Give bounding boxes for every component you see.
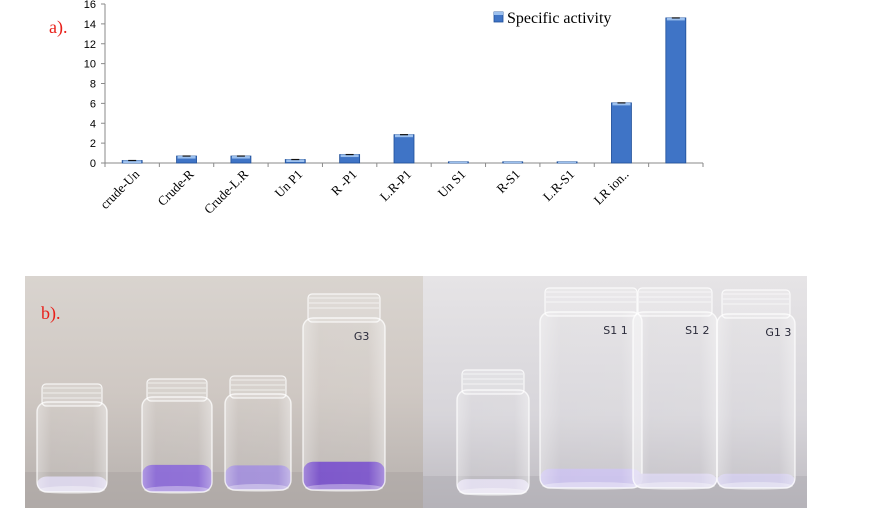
vial-photo: G3 S1 1 S1 2 G1 3 b). (25, 276, 807, 508)
vial-label: S1 2 (685, 324, 709, 337)
x-tick-label: L.R-S1 (540, 167, 577, 204)
vial-body (224, 393, 292, 491)
y-tick-label: 0 (90, 158, 96, 170)
vial-icon: S1 1 (539, 287, 643, 490)
bar-top (123, 160, 142, 163)
vial-label: S1 1 (603, 324, 627, 337)
vial-icon (456, 369, 530, 496)
vial-neck (41, 383, 103, 407)
vial-base (542, 482, 640, 490)
y-axis: 0 2 4 6 8 10 12 14 16 (84, 0, 106, 170)
vial-base (459, 488, 527, 496)
x-tick-label: R-S1 (493, 167, 523, 197)
vial-base (635, 482, 715, 490)
vial-neck (229, 375, 287, 399)
bar (502, 161, 524, 164)
y-tick-label: 6 (90, 98, 96, 110)
x-tick-label: crude-Un (97, 166, 143, 212)
bar-body (393, 134, 415, 164)
y-tick-label: 16 (84, 0, 96, 11)
bar-chart: 0 2 4 6 8 10 12 14 16 crude-Un Crude-R Crude-L.R Un… (49, 0, 704, 217)
x-axis: crude-Un Crude-R Crude-L.R Un P1 R -P1 L.R-P1… (97, 162, 704, 217)
legend-label: Specific activity (507, 10, 611, 27)
vial-icon: G1 3 (716, 289, 796, 490)
bar (611, 102, 632, 164)
bar (447, 161, 469, 164)
bar (339, 153, 361, 164)
vial-body (456, 389, 530, 495)
bar (284, 158, 306, 164)
bar (230, 155, 252, 164)
y-tick-label: 8 (90, 79, 96, 91)
bar (556, 161, 578, 164)
vial-icon (224, 375, 292, 492)
vial-neck (461, 369, 525, 395)
bar-top (449, 161, 468, 163)
bar (176, 155, 197, 164)
bar-body (665, 17, 687, 164)
y-tick-label: 10 (84, 59, 96, 71)
vial-base (144, 486, 210, 494)
vial-icon (141, 378, 213, 494)
bar (665, 17, 687, 164)
vial-body (302, 317, 386, 491)
panel-b-label: b). (41, 303, 61, 324)
bar (121, 159, 143, 164)
x-tick-label: Un S1 (435, 167, 469, 201)
x-tick-label: Crude-R (154, 166, 196, 208)
bar-top (503, 161, 522, 163)
vial-label: G3 (354, 330, 370, 343)
panel-a-label: a). (49, 17, 67, 38)
vial-body (36, 401, 108, 493)
bar-top (177, 156, 196, 159)
vial-base (39, 486, 105, 494)
x-tick-label: L.R-P1 (377, 167, 414, 204)
vial-body (716, 313, 796, 489)
x-tick-label: R -P1 (328, 167, 360, 199)
bar-top (340, 154, 359, 158)
y-tick-label: 12 (84, 39, 96, 51)
vial-group-left: G3 (36, 293, 386, 494)
bar-top (395, 134, 413, 138)
bar-top (231, 156, 250, 159)
y-tick-label: 14 (84, 19, 96, 31)
bar (393, 134, 415, 164)
vial-base (305, 484, 383, 492)
vial-body (141, 396, 213, 493)
vial-photo-image: G3 S1 1 S1 2 G1 3 b). (25, 276, 807, 508)
bar-top (286, 159, 305, 163)
vial-body (632, 311, 718, 489)
vial-neck (146, 378, 208, 402)
bar-top (558, 161, 577, 163)
x-tick-label: Un P1 (272, 167, 306, 201)
y-tick-label: 4 (90, 118, 96, 130)
x-tick-label: LR ion.. (591, 167, 632, 208)
vial-group-right: S1 1 S1 2 G1 3 (456, 287, 796, 496)
x-tick-label: Crude-L.R (201, 166, 251, 216)
bar-top (612, 102, 631, 106)
vial-label: G1 3 (765, 326, 791, 339)
vial-base (227, 484, 289, 492)
vial-icon (36, 383, 108, 494)
y-tick-label: 2 (90, 138, 96, 150)
vial-base (719, 482, 793, 490)
vial-body (539, 311, 643, 489)
legend: Specific activity (493, 10, 611, 27)
bars (121, 17, 687, 164)
vial-icon: S1 2 (632, 287, 718, 490)
vial-icon: G3 (302, 293, 386, 492)
bar-top (666, 17, 685, 21)
bar-body (611, 102, 632, 164)
